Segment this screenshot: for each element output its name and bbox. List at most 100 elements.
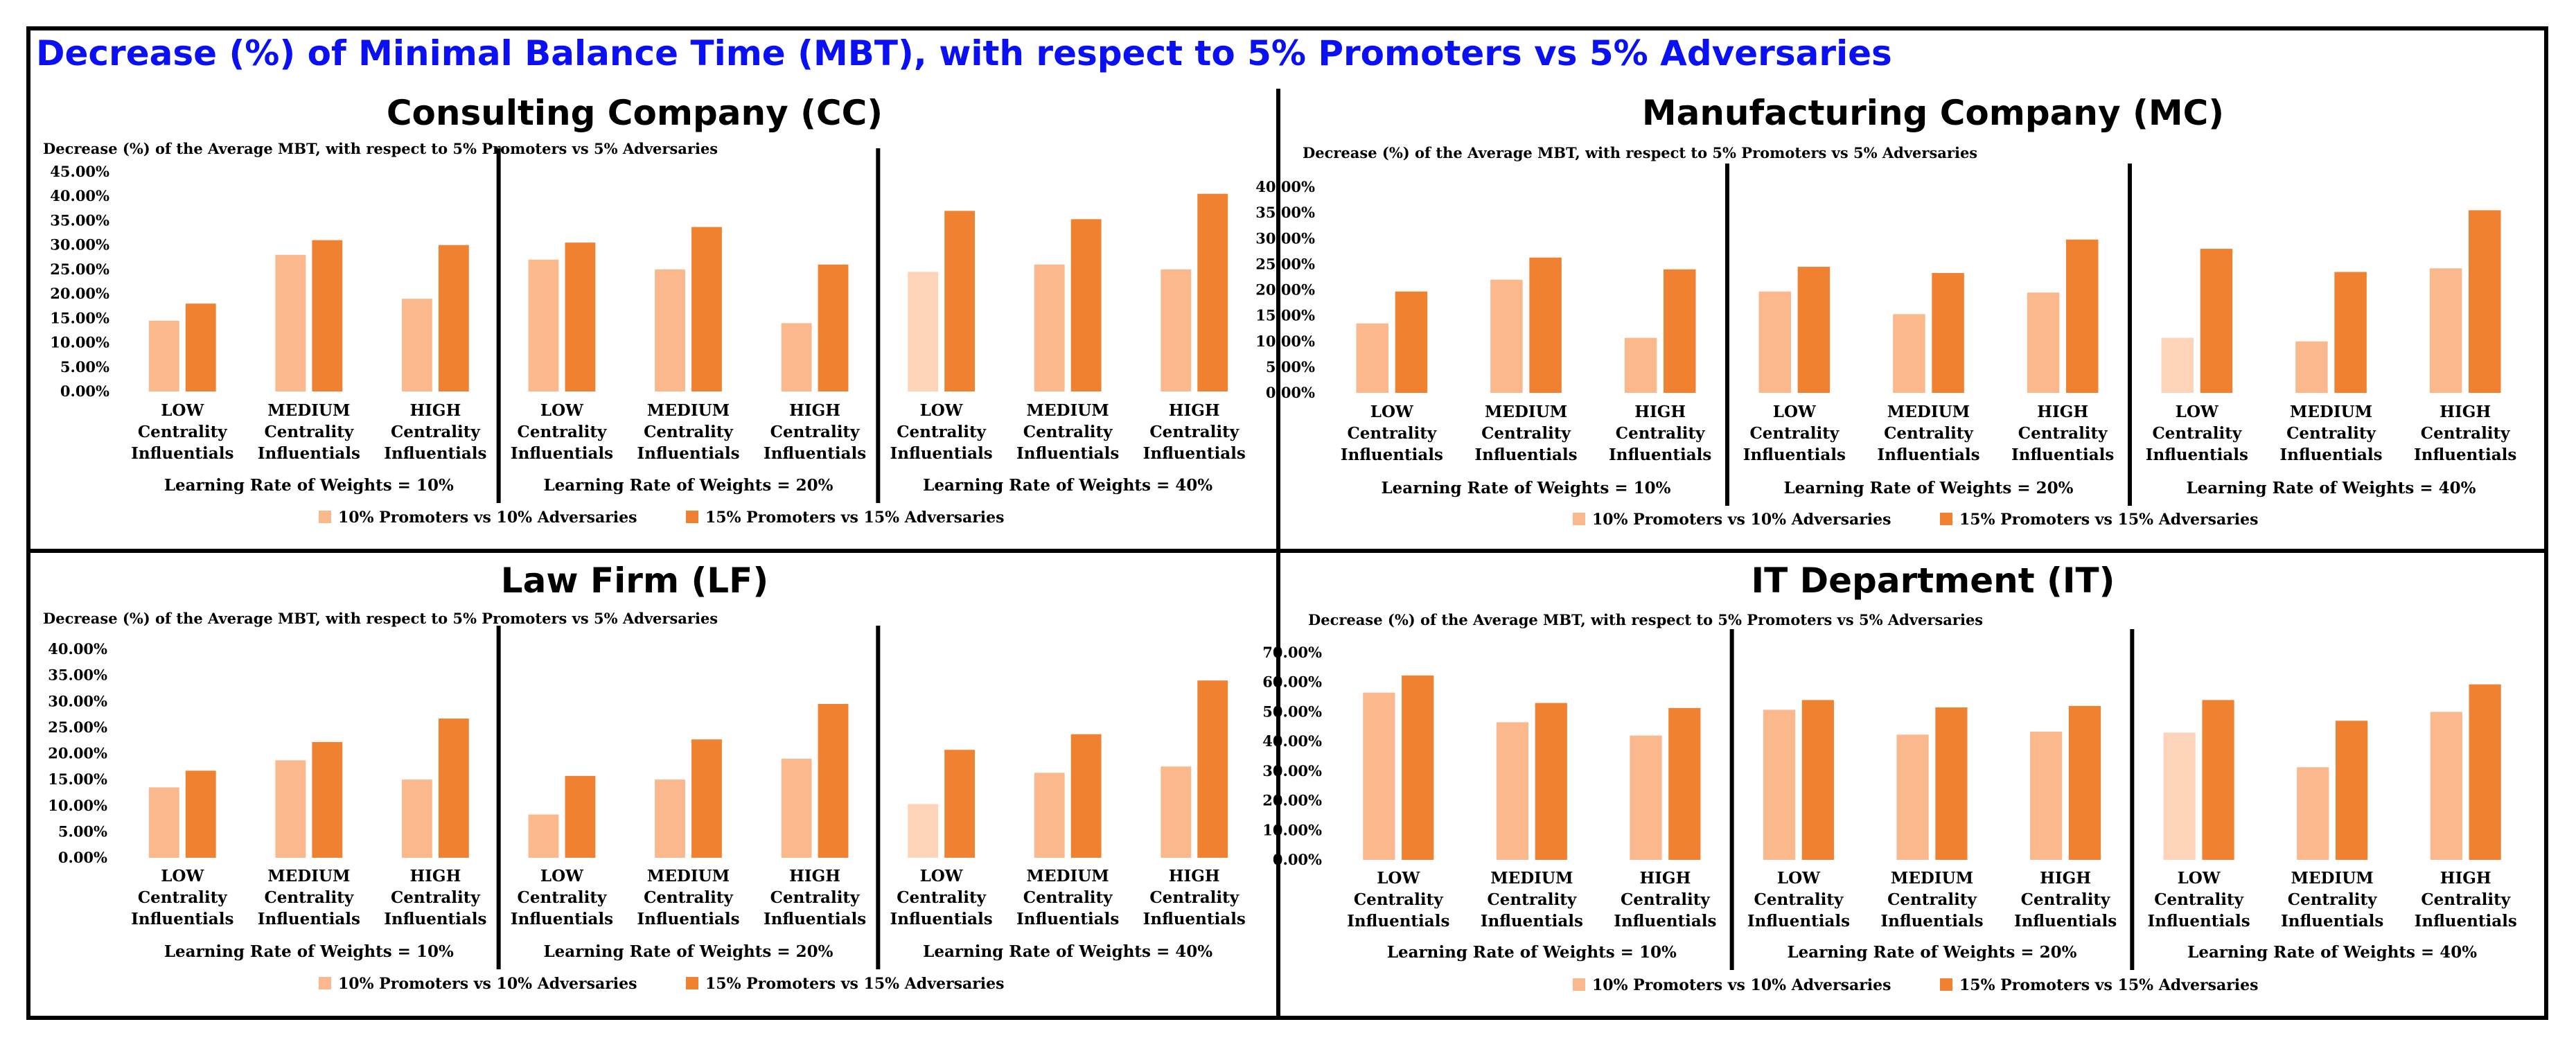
bar [818, 264, 849, 391]
category-label: HIGH [789, 867, 840, 885]
bar [1496, 722, 1529, 860]
chart-panel-3: Law Firm (LF) Decrease (%) of the Average… [43, 561, 1246, 993]
category-label: Influentials [1341, 446, 1443, 464]
group-label: Learning Rate of Weights = 20% [1784, 479, 2074, 497]
bar [2030, 732, 2063, 860]
bar [781, 323, 812, 391]
panel-divider-vertical [1276, 89, 1280, 1017]
bar [1161, 766, 1192, 858]
y-tick-label: 15.00% [50, 309, 109, 326]
category-label: MEDIUM [2290, 403, 2372, 421]
bar [781, 759, 812, 858]
category-label: Centrality [1487, 890, 1576, 909]
bar [1070, 219, 1102, 391]
category-label: MEDIUM [267, 867, 350, 885]
category-label: HIGH [2440, 403, 2491, 421]
category-label: Centrality [1149, 888, 1239, 907]
bar [2429, 268, 2462, 393]
legend-swatch [319, 511, 331, 523]
category-label: Centrality [264, 888, 353, 907]
category-label: Influentials [2147, 912, 2250, 931]
category-label: Centrality [2421, 890, 2510, 909]
y-tick-label: 70.00% [1262, 644, 1322, 661]
bar [2335, 721, 2368, 860]
legend-label: 10% Promoters vs 10% Adversaries [338, 975, 637, 993]
bar [691, 227, 722, 391]
category-label: Influentials [1016, 910, 1119, 928]
group-label: Learning Rate of Weights = 20% [1788, 943, 2077, 962]
chart-subtitle: Decrease (%) of the Average MBT, with re… [1303, 144, 1977, 161]
bar [312, 240, 343, 391]
bar [1070, 734, 1102, 858]
bar [1630, 735, 1662, 860]
chart-subtitle: Decrease (%) of the Average MBT, with re… [43, 140, 718, 157]
category-label: Influentials [511, 910, 613, 928]
bar [944, 750, 975, 858]
chart-panel-2: Manufacturing Company (MC) Decrease (%) o… [1255, 93, 2516, 529]
category-label: Centrality [264, 423, 353, 441]
group-label: Learning Rate of Weights = 10% [164, 942, 454, 961]
y-tick-label: 0.00% [1273, 851, 1322, 868]
y-tick-label: 35.00% [50, 211, 109, 229]
group-label: Learning Rate of Weights = 10% [164, 476, 454, 495]
bar [275, 760, 306, 858]
bar [2469, 684, 2501, 860]
group-label: Learning Rate of Weights = 20% [544, 476, 833, 495]
y-tick-label: 10.00% [1255, 333, 1315, 350]
group-label: Learning Rate of Weights = 40% [923, 942, 1212, 961]
bar [148, 787, 179, 858]
category-label: Influentials [1747, 912, 1850, 931]
legend-label: 10% Promoters vs 10% Adversaries [1592, 511, 1891, 529]
category-label: Influentials [2414, 446, 2516, 464]
category-label: Influentials [2281, 912, 2383, 931]
bar [2297, 767, 2329, 860]
bar [818, 704, 849, 858]
category-label: Centrality [138, 888, 227, 907]
category-label: Influentials [2014, 912, 2117, 931]
bar [438, 719, 469, 858]
panel-divider-horizontal [30, 549, 2544, 553]
category-label: Influentials [764, 910, 866, 928]
category-label: Influentials [2415, 912, 2517, 931]
category-label: MEDIUM [1485, 403, 1567, 421]
bar [1624, 337, 1657, 393]
bar [1490, 279, 1523, 393]
bar [438, 245, 469, 391]
y-tick-label: 35.00% [48, 667, 107, 684]
group-label: Learning Rate of Weights = 20% [544, 942, 833, 961]
bar [2202, 700, 2234, 860]
y-tick-label: 30.00% [1262, 762, 1322, 779]
category-label: LOW [1377, 869, 1420, 888]
category-label: Centrality [1023, 423, 1113, 441]
bar [1161, 269, 1192, 391]
category-label: Influentials [1347, 912, 1449, 931]
y-tick-label: 5.00% [58, 822, 107, 840]
bar [565, 243, 596, 391]
category-label: Centrality [644, 423, 733, 441]
chart-subtitle: Decrease (%) of the Average MBT, with re… [1308, 611, 1983, 628]
y-tick-label: 25.00% [48, 719, 107, 736]
y-tick-label: 0.00% [1266, 384, 1315, 401]
chart-title: Consulting Company (CC) [387, 93, 883, 133]
category-label: Influentials [384, 444, 486, 463]
bar [1395, 291, 1428, 393]
bar [402, 779, 432, 858]
group-label: Learning Rate of Weights = 40% [2187, 943, 2477, 962]
y-tick-label: 15.00% [48, 770, 107, 788]
category-label: Influentials [1143, 444, 1246, 463]
bar [1668, 707, 1701, 860]
bar [1356, 323, 1388, 393]
category-label: Centrality [1884, 424, 1973, 443]
category-label: LOW [161, 401, 204, 420]
category-label: Centrality [1621, 890, 1710, 909]
category-label: Influentials [1016, 444, 1119, 463]
category-label: Influentials [511, 444, 613, 463]
y-tick-label: 5.00% [1266, 358, 1315, 376]
y-tick-label: 30.00% [50, 236, 109, 254]
y-tick-label: 40.00% [48, 640, 107, 658]
legend-label: 15% Promoters vs 15% Adversaries [705, 509, 1005, 527]
bar [312, 741, 343, 858]
category-label: Centrality [1616, 424, 1705, 443]
bar [2163, 732, 2196, 860]
